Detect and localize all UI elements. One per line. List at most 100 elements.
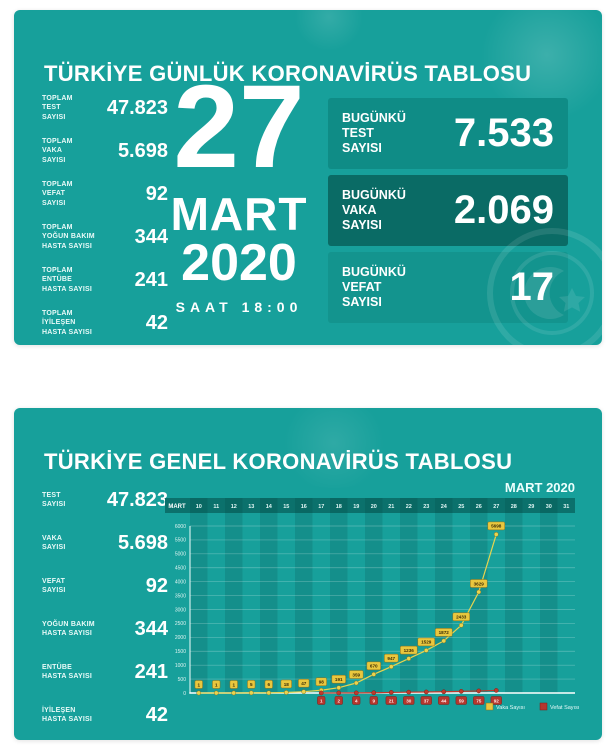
svg-text:18: 18 bbox=[336, 504, 342, 510]
today-test-value: 7.533 bbox=[453, 111, 554, 155]
today-stats-boxes: BUGÜNKÜ TEST SAYISI 7.533 BUGÜNKÜ VAKA S… bbox=[328, 98, 568, 329]
svg-text:947: 947 bbox=[387, 656, 395, 661]
daily-table-panel: TÜRKİYE GÜNLÜK KORONAVİRÜS TABLOSU TOPLA… bbox=[14, 10, 602, 345]
total-test-row: TOPLAM TEST SAYISI 47.823 bbox=[42, 88, 168, 128]
svg-text:18: 18 bbox=[284, 682, 290, 687]
daily-panel-title: TÜRKİYE GÜNLÜK KORONAVİRÜS TABLOSU bbox=[44, 60, 532, 86]
today-case-box: BUGÜNKÜ VAKA SAYISI 2.069 bbox=[328, 175, 568, 246]
svg-text:24: 24 bbox=[441, 504, 448, 510]
svg-text:21: 21 bbox=[388, 504, 394, 510]
svg-text:1000: 1000 bbox=[175, 663, 186, 669]
svg-text:5698: 5698 bbox=[491, 524, 502, 529]
death-value: 92 bbox=[145, 574, 168, 597]
svg-text:11: 11 bbox=[213, 504, 219, 510]
total-intubated-row: TOPLAM ENTÜBE HASTA SAYISI 241 bbox=[42, 260, 168, 300]
svg-text:30: 30 bbox=[546, 504, 552, 510]
svg-text:13: 13 bbox=[248, 504, 254, 510]
today-case-value: 2.069 bbox=[453, 188, 554, 232]
svg-text:5: 5 bbox=[250, 682, 253, 687]
icu-value: 344 bbox=[134, 617, 168, 640]
case-row: VAKA SAYISI 5.698 bbox=[42, 523, 168, 563]
svg-text:670: 670 bbox=[370, 664, 378, 669]
case-value: 5.698 bbox=[117, 531, 168, 554]
svg-text:27: 27 bbox=[493, 504, 499, 510]
svg-text:16: 16 bbox=[301, 504, 307, 510]
intubated-label: ENTÜBE HASTA SAYISI bbox=[42, 663, 92, 680]
total-icu-value: 344 bbox=[134, 225, 168, 248]
general-totals-list: TEST SAYISI 47.823 VAKA SAYISI 5.698 VEF… bbox=[42, 480, 168, 738]
today-death-value: 17 bbox=[510, 265, 555, 310]
total-death-label: TOPLAM VEFAT SAYISI bbox=[42, 180, 73, 207]
svg-text:1: 1 bbox=[197, 682, 200, 687]
svg-text:92: 92 bbox=[494, 698, 500, 703]
total-death-value: 92 bbox=[145, 182, 168, 205]
general-table-panel: TÜRKİYE GENEL KORONAVİRÜS TABLOSU TEST S… bbox=[14, 408, 602, 740]
total-test-label: TOPLAM TEST SAYISI bbox=[42, 94, 73, 121]
svg-text:30: 30 bbox=[406, 698, 412, 703]
svg-text:12: 12 bbox=[231, 504, 237, 510]
date-day: 27 bbox=[173, 61, 305, 193]
recovered-label: İYİLEŞEN HASTA SAYISI bbox=[42, 706, 92, 723]
total-intubated-label: TOPLAM ENTÜBE HASTA SAYISI bbox=[42, 266, 92, 293]
svg-text:23: 23 bbox=[423, 504, 429, 510]
svg-text:25: 25 bbox=[458, 504, 464, 510]
intubated-row: ENTÜBE HASTA SAYISI 241 bbox=[42, 652, 168, 692]
total-case-row: TOPLAM VAKA SAYISI 5.698 bbox=[42, 131, 168, 171]
svg-text:17: 17 bbox=[318, 504, 324, 510]
case-label: VAKA SAYISI bbox=[42, 534, 66, 551]
total-case-label: TOPLAM VAKA SAYISI bbox=[42, 137, 73, 164]
svg-text:19: 19 bbox=[353, 504, 359, 510]
today-case-label: BUGÜNKÜ VAKA SAYISI bbox=[342, 188, 406, 232]
svg-text:Vaka Sayısı: Vaka Sayısı bbox=[496, 705, 525, 711]
svg-text:31: 31 bbox=[563, 504, 569, 510]
daily-totals-list: TOPLAM TEST SAYISI 47.823 TOPLAM VAKA SA… bbox=[42, 88, 168, 345]
svg-text:500: 500 bbox=[178, 677, 187, 683]
svg-text:47: 47 bbox=[301, 681, 307, 686]
svg-text:6: 6 bbox=[267, 682, 270, 687]
death-label: VEFAT SAYISI bbox=[42, 577, 66, 594]
today-test-label: BUGÜNKÜ TEST SAYISI bbox=[342, 111, 406, 155]
svg-text:44: 44 bbox=[441, 698, 447, 703]
svg-text:14: 14 bbox=[266, 504, 273, 510]
total-intubated-value: 241 bbox=[134, 268, 168, 291]
svg-text:21: 21 bbox=[389, 698, 395, 703]
svg-text:1236: 1236 bbox=[404, 648, 415, 653]
svg-text:2: 2 bbox=[337, 698, 340, 703]
health-ministry-emblem-watermark bbox=[487, 228, 602, 345]
svg-text:191: 191 bbox=[335, 677, 343, 682]
svg-text:15: 15 bbox=[283, 504, 289, 510]
date-year: 2020 bbox=[181, 234, 297, 292]
total-icu-row: TOPLAM YOĞUN BAKIM HASTA SAYISI 344 bbox=[42, 217, 168, 257]
total-recovered-label: TOPLAM İYİLEŞEN HASTA SAYISI bbox=[42, 309, 92, 336]
svg-text:2500: 2500 bbox=[175, 621, 186, 627]
icu-row: YOĞUN BAKIM HASTA SAYISI 344 bbox=[42, 609, 168, 649]
svg-text:1500: 1500 bbox=[175, 649, 186, 655]
today-death-label: BUGÜNKÜ VEFAT SAYISI bbox=[342, 265, 406, 309]
svg-text:10: 10 bbox=[196, 504, 202, 510]
svg-text:1872: 1872 bbox=[439, 630, 450, 635]
date-month: MART bbox=[170, 188, 308, 240]
death-row: VEFAT SAYISI 92 bbox=[42, 566, 168, 606]
svg-text:9: 9 bbox=[372, 698, 375, 703]
svg-text:1: 1 bbox=[320, 698, 323, 703]
svg-text:75: 75 bbox=[476, 698, 482, 703]
svg-text:6000: 6000 bbox=[175, 524, 186, 530]
svg-text:2000: 2000 bbox=[175, 635, 186, 641]
svg-text:3000: 3000 bbox=[175, 607, 186, 613]
total-death-row: TOPLAM VEFAT SAYISI 92 bbox=[42, 174, 168, 214]
general-panel-title: TÜRKİYE GENEL KORONAVİRÜS TABLOSU bbox=[44, 448, 513, 474]
svg-text:37: 37 bbox=[424, 698, 430, 703]
total-recovered-value: 42 bbox=[145, 311, 168, 334]
svg-text:1: 1 bbox=[232, 682, 235, 687]
svg-text:Vefat Sayısı: Vefat Sayısı bbox=[550, 705, 579, 711]
total-case-value: 5.698 bbox=[117, 139, 168, 162]
today-death-box: BUGÜNKÜ VEFAT SAYISI 17 bbox=[328, 252, 568, 323]
svg-text:5500: 5500 bbox=[175, 538, 186, 544]
date-block: 27 MART 2020 SAAT 18:00 bbox=[164, 10, 314, 345]
total-test-value: 47.823 bbox=[106, 96, 168, 119]
svg-text:MART: MART bbox=[168, 504, 186, 510]
today-test-box: BUGÜNKÜ TEST SAYISI 7.533 bbox=[328, 98, 568, 169]
total-icu-label: TOPLAM YOĞUN BAKIM HASTA SAYISI bbox=[42, 223, 95, 250]
total-recovered-row: TOPLAM İYİLEŞEN HASTA SAYISI 42 bbox=[42, 303, 168, 343]
